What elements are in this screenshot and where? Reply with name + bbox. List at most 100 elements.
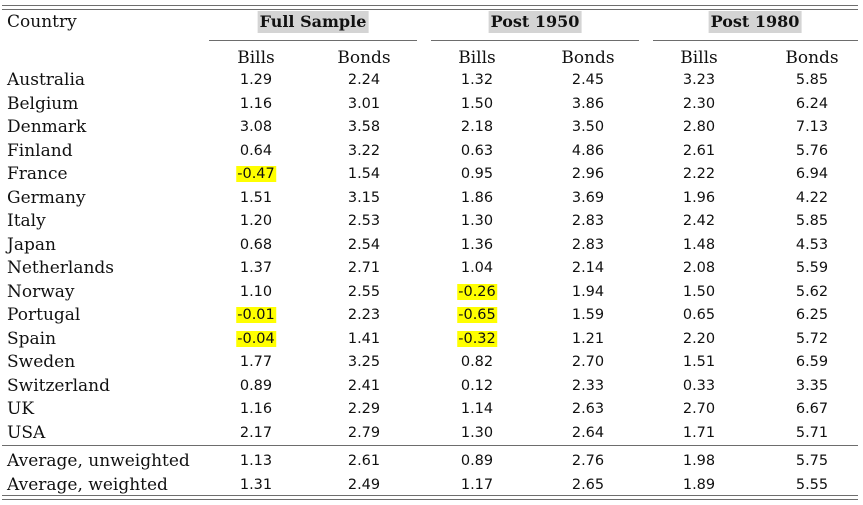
- value: 1.21: [571, 331, 605, 347]
- value: 2.53: [347, 213, 381, 229]
- value-cell: 2.30: [683, 93, 715, 115]
- value: 6.67: [795, 401, 829, 417]
- subheader-bonds: Bonds: [337, 48, 391, 68]
- group-header-post-1980: Post 1980: [708, 11, 802, 33]
- value: 2.80: [682, 119, 716, 135]
- value-cell: 2.83: [572, 234, 604, 256]
- value-cell: 6.67: [796, 398, 828, 420]
- value-cell: 1.21: [572, 328, 604, 350]
- value: 1.36: [460, 237, 494, 253]
- country-name: UK: [7, 399, 35, 419]
- country-name: Belgium: [7, 94, 79, 114]
- country-name: Average, weighted: [7, 475, 168, 495]
- value-cell: 2.54: [348, 234, 380, 256]
- value: 1.86: [460, 190, 494, 206]
- value: 3.86: [571, 96, 605, 112]
- value: 2.14: [571, 260, 605, 276]
- value-cell: 1.16: [240, 93, 272, 115]
- value: 2.71: [347, 260, 381, 276]
- value: 4.22: [795, 190, 829, 206]
- value-cell: 2.71: [348, 257, 380, 279]
- value-cell: 0.89: [240, 375, 272, 397]
- value: 0.63: [460, 143, 494, 159]
- country-name: Italy: [7, 211, 46, 231]
- value-cell: 0.89: [461, 450, 493, 472]
- value: 3.08: [239, 119, 273, 135]
- value-cell: 2.79: [348, 422, 380, 444]
- value: 2.49: [347, 477, 381, 493]
- country-name: France: [7, 164, 68, 184]
- value-cell: 1.16: [240, 398, 272, 420]
- group-header-full-sample: Full Sample: [257, 11, 369, 33]
- value-cell: 3.25: [348, 351, 380, 373]
- subheader-bills: Bills: [237, 48, 275, 68]
- value-cell: 0.63: [461, 140, 493, 162]
- country-name: Australia: [7, 70, 86, 90]
- value-cell: 2.64: [572, 422, 604, 444]
- value-cell: 0.68: [240, 234, 272, 256]
- value: 2.41: [347, 378, 381, 394]
- highlighted-value: -0.01: [236, 307, 276, 323]
- value: 2.30: [682, 96, 716, 112]
- value-cell: 1.86: [461, 187, 493, 209]
- value: 2.24: [347, 72, 381, 88]
- value: 5.76: [795, 143, 829, 159]
- value-cell: 5.76: [796, 140, 828, 162]
- value-cell: 0.95: [461, 163, 493, 185]
- value: 2.55: [347, 284, 381, 300]
- value: 2.18: [460, 119, 494, 135]
- value-cell: 5.71: [796, 422, 828, 444]
- value: 2.63: [571, 401, 605, 417]
- country-name: Germany: [7, 188, 86, 208]
- highlighted-value: -0.32: [457, 331, 497, 347]
- value: 1.13: [239, 453, 273, 469]
- value: 2.29: [347, 401, 381, 417]
- value-cell: 1.77: [240, 351, 272, 373]
- country-name: Japan: [7, 235, 56, 255]
- value-cell: 1.29: [240, 69, 272, 91]
- value: 1.16: [239, 96, 273, 112]
- value-cell: 1.14: [461, 398, 493, 420]
- value: 0.82: [460, 354, 494, 370]
- value: 2.61: [682, 143, 716, 159]
- value-cell: 5.59: [796, 257, 828, 279]
- value-cell: 1.89: [683, 474, 715, 496]
- value-cell: 0.82: [461, 351, 493, 373]
- highlighted-value: -0.26: [457, 284, 497, 300]
- value: 0.89: [239, 378, 273, 394]
- group-underline-post-1980: [653, 40, 858, 41]
- highlighted-value: -0.65: [457, 307, 497, 323]
- value-cell: 2.14: [572, 257, 604, 279]
- value: 4.53: [795, 237, 829, 253]
- value-cell: 1.31: [240, 474, 272, 496]
- group-underline-post-1950: [431, 40, 639, 41]
- value-cell: 2.53: [348, 210, 380, 232]
- value-cell: 6.94: [796, 163, 828, 185]
- value: 1.50: [460, 96, 494, 112]
- value: 1.89: [682, 477, 716, 493]
- value-cell: 2.55: [348, 281, 380, 303]
- value-cell: 1.51: [683, 351, 715, 373]
- value: 2.83: [571, 213, 605, 229]
- value-cell: 2.23: [348, 304, 380, 326]
- value-cell: 2.33: [572, 375, 604, 397]
- value-cell: 2.29: [348, 398, 380, 420]
- bottom-rule-1: [2, 495, 858, 496]
- value-cell: 6.25: [796, 304, 828, 326]
- value: 4.86: [571, 143, 605, 159]
- value-cell: 3.86: [572, 93, 604, 115]
- value-cell: 6.59: [796, 351, 828, 373]
- value: 2.08: [682, 260, 716, 276]
- value-cell: 5.55: [796, 474, 828, 496]
- value-cell: 5.72: [796, 328, 828, 350]
- value: 2.70: [682, 401, 716, 417]
- value: 5.85: [795, 72, 829, 88]
- country-name: Portugal: [7, 305, 81, 325]
- value-cell: 1.59: [572, 304, 604, 326]
- value: 1.96: [682, 190, 716, 206]
- country-name: Sweden: [7, 352, 76, 372]
- value: 3.50: [571, 119, 605, 135]
- value-cell: 1.41: [348, 328, 380, 350]
- value: 2.83: [571, 237, 605, 253]
- value-cell: 1.30: [461, 422, 493, 444]
